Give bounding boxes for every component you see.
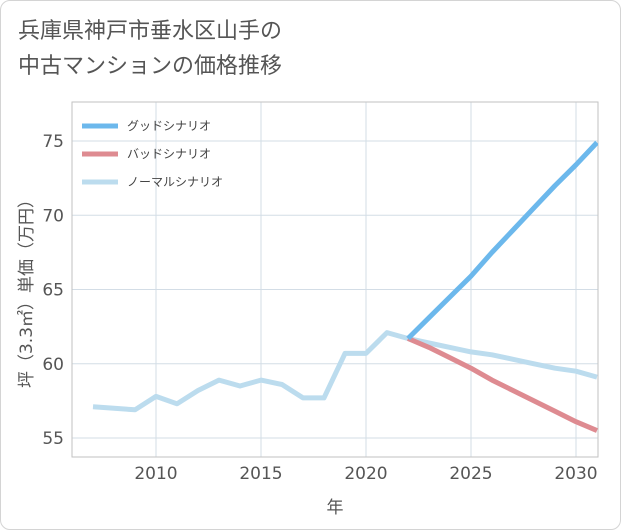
x-axis-label: 年 [327,498,344,518]
series-line-1 [407,336,598,433]
x-tick-label: 2010 [134,464,177,484]
title-line-1: 兵庫県神戸市垂水区山手の [18,19,283,44]
legend-label: グッドシナリオ [127,119,211,133]
title-line-2: 中古マンションの価格推移 [18,54,283,79]
legend-label: ノーマルシナリオ [127,175,223,189]
x-tick-label: 2020 [344,464,387,484]
y-tick-label: 60 [42,355,64,375]
y-tick-label: 55 [42,429,64,449]
x-axis-ticks: 2010 2015 2020 2025 2030 [134,464,597,484]
y-tick-label: 70 [42,206,64,226]
y-axis-ticks: 55 60 65 70 75 [42,132,64,449]
y-tick-label: 75 [42,132,64,152]
series-lines [92,140,598,433]
x-tick-label: 2025 [449,464,492,484]
y-axis-label: 坪（3.3㎡）単価（万円） [17,191,37,388]
plot-area-frame [71,101,599,458]
chart-title: 兵庫県神戸市垂水区山手の 中古マンションの価格推移 [18,14,282,84]
series-line-0 [406,140,598,341]
series-line-2 [92,330,598,413]
y-tick-label: 65 [42,281,64,301]
x-tick-label: 2030 [554,464,597,484]
legend-label: バッドシナリオ [127,147,211,161]
x-tick-label: 2015 [239,464,282,484]
